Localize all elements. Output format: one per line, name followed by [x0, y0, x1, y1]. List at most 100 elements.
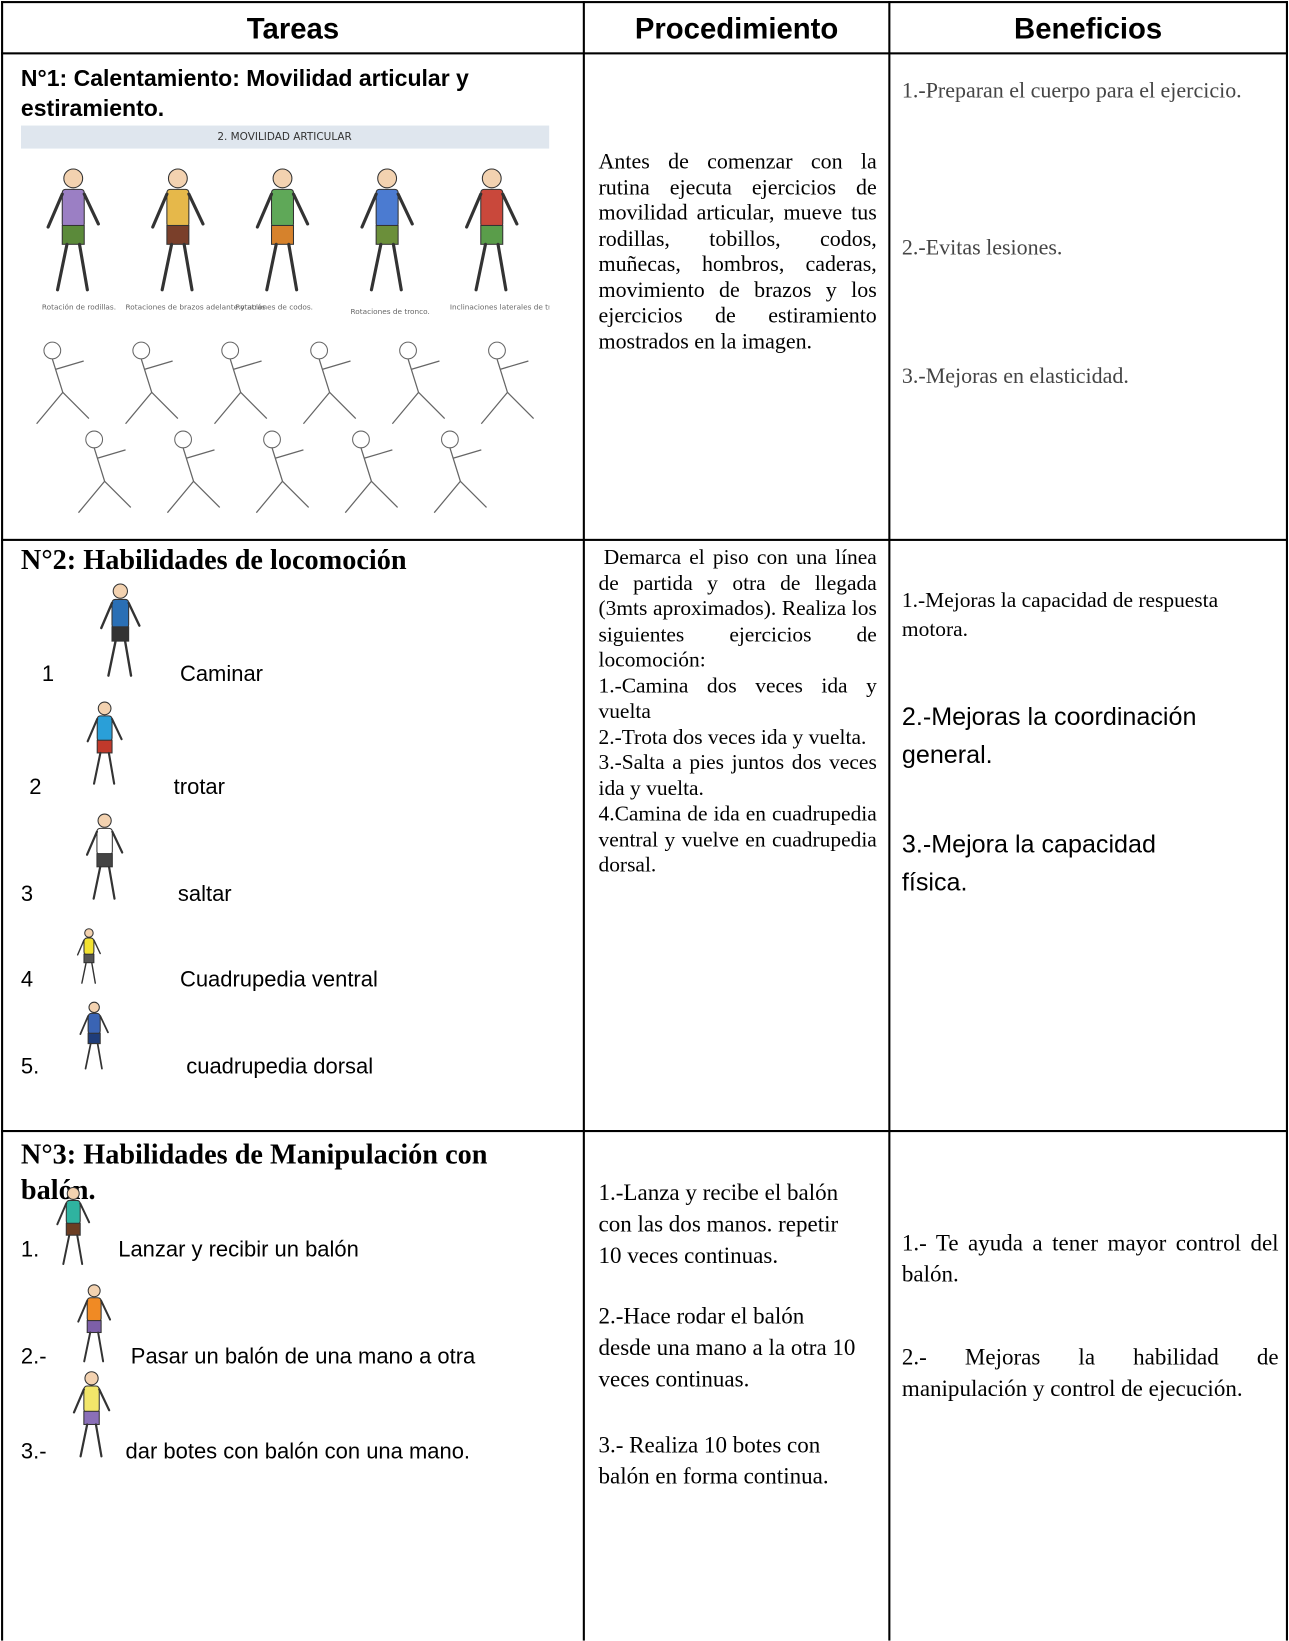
benefit: 1.-Preparan el cuerpo para el ejercicio. — [901, 77, 1242, 103]
illustration-shape — [344, 447, 399, 514]
illustration — [76, 928, 101, 984]
illustration-shape — [481, 168, 502, 189]
table-border — [1285, 1, 1288, 1641]
benefit: 2.-Mejoras la coordinación general. — [901, 703, 1197, 770]
procedure-step: 3.-Salta a pies juntos dos veces ida y v… — [598, 751, 877, 800]
item-label: dar botes con balón con una mano. — [125, 1439, 471, 1464]
illustration-shape — [399, 341, 417, 360]
illustration-shape — [167, 168, 188, 189]
table-border — [1, 1, 1288, 4]
illustration-shape — [61, 224, 85, 245]
illustration-shape — [84, 928, 94, 938]
procedure-step: 3.- Realiza 10 botes con balón en forma … — [598, 1431, 829, 1489]
image-caption: Rotaciones de tronco. — [351, 307, 430, 316]
illustration-shape — [56, 1202, 91, 1226]
illustration-shape — [86, 1320, 102, 1334]
illustration-shape — [86, 1297, 102, 1323]
illustration-shape — [79, 1423, 103, 1458]
illustration-shape — [96, 739, 113, 754]
illustration-shape — [61, 188, 85, 228]
illustration-shape — [375, 224, 399, 245]
illustration-shape — [36, 358, 90, 425]
illustration-shape — [46, 192, 100, 229]
procedure-step: 4.Camina de ida en cuadrupedia ventral y… — [598, 802, 877, 877]
table-border — [888, 1, 891, 1641]
illustration-shape — [433, 447, 487, 514]
column-header: Tareas — [246, 12, 340, 45]
illustration-shape — [391, 358, 446, 425]
procedure-text: Demarca el piso con una línea de partida… — [598, 546, 877, 672]
illustration-shape — [465, 192, 519, 229]
illustration-shape — [83, 1331, 105, 1363]
benefit: 3.-Mejora la capacidad física. — [901, 830, 1156, 897]
illustration: 2. MOVILIDAD ARTICULAR Rotación de rodil… — [20, 125, 550, 514]
procedure-text: Antes de comenzar con la rutina ejecuta … — [598, 148, 877, 354]
procedure-step: 1.-Camina dos veces ida y vuelta — [598, 674, 877, 723]
procedure-step: 1.-Lanza y recibe el balón con las dos m… — [598, 1179, 839, 1269]
illustration-shape — [132, 341, 151, 360]
illustration-shape — [85, 830, 124, 856]
image-title: 2. MOVILIDAD ARTICULAR — [217, 131, 351, 143]
image-caption: Rotación de rodillas. — [42, 303, 116, 312]
illustration-shape — [65, 1222, 81, 1236]
benefit: 1.-Mejoras la capacidad de respuesta mot… — [901, 589, 1219, 642]
illustration-shape — [65, 1199, 81, 1225]
item-number: 4 — [20, 967, 34, 992]
illustration-shape — [87, 1284, 101, 1298]
illustration-shape — [360, 192, 414, 229]
task-title: N°1: Calentamiento: Movilidad articular … — [20, 64, 469, 122]
item-label: Cuadrupedia ventral — [179, 967, 378, 992]
illustration — [86, 701, 123, 785]
task-title: N°2: Habilidades de locomoción — [20, 544, 407, 576]
illustration-shape — [84, 1371, 99, 1386]
illustration-shape — [97, 701, 112, 716]
image-caption: Rotaciones de codos. — [235, 303, 313, 312]
illustration — [100, 583, 141, 677]
illustration-shape — [255, 192, 310, 229]
illustration-shape — [174, 430, 192, 449]
procedure-step: 2.-Trota dos veces ida y vuelta. — [598, 725, 867, 749]
illustration-shape — [84, 1042, 103, 1070]
table-border — [1, 538, 1288, 541]
illustration-shape — [87, 1032, 101, 1045]
illustration-shape — [83, 953, 95, 964]
illustration-shape — [160, 242, 194, 292]
illustration-shape — [107, 639, 133, 677]
item-number: 5. — [20, 1054, 40, 1079]
item-number: 3 — [20, 882, 34, 907]
illustration-shape — [111, 626, 130, 642]
image-caption: Inclinaciones laterales de tronco. — [450, 303, 549, 312]
illustration-shape — [166, 188, 190, 228]
illustration — [85, 813, 124, 900]
item-label: Caminar — [179, 662, 263, 687]
procedure: Demarca el piso con una línea de partida… — [598, 545, 876, 878]
illustration-shape — [265, 242, 299, 292]
illustration-shape — [111, 598, 130, 629]
illustration-shape — [66, 1186, 80, 1200]
benefit: 1.- Te ayuda a tener mayor control del b… — [901, 1229, 1279, 1287]
illustration-shape — [77, 447, 132, 514]
illustration-shape — [221, 341, 240, 360]
illustration-shape — [92, 751, 116, 785]
item-number: 1 — [41, 662, 55, 687]
illustration-shape — [62, 1234, 84, 1266]
benefit: 3.-Mejoras en elasticidad. — [901, 363, 1129, 389]
benefit: 2.-Evitas lesiones. — [901, 234, 1063, 260]
illustration-shape — [488, 341, 506, 360]
illustration-shape — [96, 715, 113, 742]
illustration-shape — [263, 430, 281, 449]
table-border — [1, 1130, 1288, 1133]
item-label: trotar — [173, 775, 225, 800]
illustration-shape — [480, 358, 535, 425]
illustration — [72, 1371, 111, 1458]
illustration-shape — [43, 341, 62, 360]
item-label: Pasar un balón de una mano a otra — [130, 1344, 476, 1369]
item-label: cuadrupedia dorsal — [186, 1054, 374, 1079]
illustration-shape — [87, 1012, 101, 1035]
illustration-shape — [79, 1015, 109, 1035]
illustration-shape — [255, 447, 310, 514]
image-band — [20, 125, 550, 149]
illustration-shape — [166, 447, 221, 514]
illustration-shape — [375, 188, 399, 228]
illustration-shape — [88, 1001, 100, 1014]
